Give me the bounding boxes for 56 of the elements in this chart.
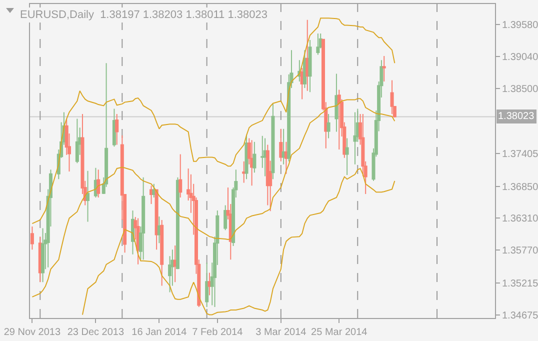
- y-tick-label: 1.35770: [502, 246, 538, 257]
- candlestick: [390, 80, 394, 115]
- ref-line-label: 1.38023: [498, 111, 535, 122]
- candlestick: [157, 216, 161, 244]
- candlestick: [300, 67, 304, 100]
- candlestick: [112, 108, 116, 148]
- candlestick: [173, 244, 177, 283]
- candlestick: [178, 154, 182, 198]
- candlestick: [334, 73, 338, 132]
- candlestick: [130, 210, 134, 255]
- candlestick: [308, 40, 312, 93]
- y-tick-label: 1.34675: [502, 310, 538, 322]
- candlestick: [96, 169, 100, 198]
- line-series: [82, 168, 396, 316]
- candlestick: [337, 89, 341, 150]
- candlestick: [208, 272, 212, 296]
- x-tick-label: 23 Dec 2013: [67, 327, 124, 338]
- candlestick: [326, 114, 330, 139]
- candlestick: [224, 204, 228, 231]
- y-tick-label: 1.36310: [502, 214, 538, 225]
- y-tick-label: 1.38500: [502, 84, 538, 96]
- line-series: [32, 98, 396, 298]
- candlestick: [271, 103, 275, 180]
- candlestick: [242, 160, 246, 184]
- candlestick: [75, 118, 79, 164]
- candlestick: [152, 183, 156, 198]
- y-tick-label: 1.36850: [502, 182, 538, 193]
- candlestick: [284, 141, 288, 174]
- candlestick: [150, 185, 154, 205]
- candlestick: [263, 138, 267, 177]
- candlestick: [205, 262, 209, 308]
- y-tick-label: 1.39040: [502, 52, 538, 64]
- x-tick-label: 7 Feb 2014: [192, 327, 244, 338]
- candlestick: [382, 55, 386, 82]
- candlestick: [345, 138, 349, 176]
- x-tick-label: 25 Mar 2014: [311, 327, 368, 338]
- candlestick: [316, 32, 320, 56]
- candlestick: [86, 170, 90, 222]
- y-tick-label: 1.37405: [502, 148, 538, 160]
- candlestick: [115, 114, 119, 146]
- y-tick-label: 1.39580: [502, 20, 538, 32]
- x-tick-label: 29 Nov 2013: [4, 327, 61, 338]
- candlestick: [279, 128, 283, 162]
- y-tick-label: 1.35215: [502, 278, 538, 290]
- candlestick: [142, 176, 146, 260]
- text: EURUSD,Daily 1.38197 1.38203 1.38011 1.38023: [20, 9, 268, 21]
- candlestick: [353, 112, 357, 165]
- candlestick: [250, 140, 254, 186]
- candlestick: [306, 19, 310, 92]
- candlestick: [176, 176, 180, 270]
- candlestick: [252, 141, 256, 174]
- candlestick: [30, 226, 34, 250]
- x-tick-label: 16 Jan 2014: [132, 327, 188, 338]
- x-tick-label: 3 Mar 2014: [256, 327, 307, 338]
- candlestick: [41, 228, 45, 283]
- candlestick: [282, 128, 286, 165]
